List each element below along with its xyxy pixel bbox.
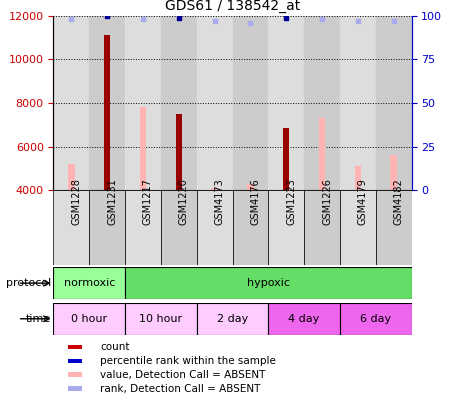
Point (175, 14, 182, 21)
Bar (104, 35, 110, 190)
Bar (140, 107, 146, 190)
Text: rank, Detection Call = ABSENT: rank, Detection Call = ABSENT (100, 384, 260, 394)
Bar (268, 190, 304, 265)
Text: percentile rank within the sample: percentile rank within the sample (100, 356, 276, 366)
Bar (247, 183, 253, 190)
Bar (232, 190, 268, 265)
Point (318, 16, 325, 23)
Bar (340, 303, 412, 335)
Bar (68, 359, 82, 363)
Bar (161, 16, 197, 190)
Bar (161, 190, 197, 265)
Point (103, 13, 111, 19)
Text: GSM1231: GSM1231 (107, 178, 117, 225)
Bar (197, 303, 268, 335)
Text: GSM4173: GSM4173 (214, 178, 225, 225)
Bar (391, 155, 397, 190)
Point (211, 18, 218, 24)
Bar (319, 118, 325, 190)
Point (67, 16, 75, 23)
Bar (355, 166, 361, 190)
Text: value, Detection Call = ABSENT: value, Detection Call = ABSENT (100, 370, 266, 380)
Bar (197, 190, 232, 265)
Bar (53, 303, 125, 335)
Bar (176, 114, 182, 190)
Point (390, 18, 397, 24)
Bar (68, 373, 82, 377)
Text: GSM4176: GSM4176 (250, 178, 260, 225)
Bar (68, 345, 82, 350)
Bar (304, 16, 340, 190)
Text: normoxic: normoxic (64, 278, 115, 288)
Point (282, 14, 290, 21)
Point (246, 20, 254, 26)
Bar (212, 188, 218, 190)
Bar (125, 303, 197, 335)
Text: 10 hour: 10 hour (140, 314, 182, 324)
Text: GSM1217: GSM1217 (143, 178, 153, 225)
Text: GSM1228: GSM1228 (72, 178, 81, 225)
Bar (268, 16, 304, 190)
Point (139, 16, 146, 23)
Bar (376, 16, 412, 190)
Bar (376, 190, 412, 265)
Bar (89, 16, 125, 190)
Text: 4 day: 4 day (288, 314, 320, 324)
Bar (340, 16, 376, 190)
Text: 0 hour: 0 hour (71, 314, 107, 324)
Bar (125, 16, 161, 190)
Bar (89, 190, 125, 265)
Bar (53, 16, 89, 190)
Bar (53, 190, 89, 265)
Bar (232, 16, 268, 190)
Bar (53, 267, 125, 299)
Bar (125, 267, 412, 299)
Text: hypoxic: hypoxic (247, 278, 290, 288)
Text: count: count (100, 342, 130, 352)
Text: GSM4182: GSM4182 (393, 178, 404, 225)
Bar (283, 128, 289, 190)
Bar (340, 190, 376, 265)
Bar (68, 386, 82, 391)
Point (354, 18, 361, 24)
Bar (304, 190, 340, 265)
Text: time: time (26, 314, 51, 324)
Text: GSM1220: GSM1220 (179, 178, 189, 225)
Bar (197, 16, 232, 190)
Bar (68, 164, 74, 190)
Text: GSM1223: GSM1223 (286, 178, 296, 225)
Bar (125, 190, 161, 265)
Title: GDS61 / 138542_at: GDS61 / 138542_at (165, 0, 300, 13)
Text: GSM4179: GSM4179 (358, 178, 368, 225)
Text: protocol: protocol (6, 278, 51, 288)
Bar (268, 303, 340, 335)
Text: 2 day: 2 day (217, 314, 248, 324)
Text: GSM1226: GSM1226 (322, 178, 332, 225)
Text: 6 day: 6 day (360, 314, 391, 324)
